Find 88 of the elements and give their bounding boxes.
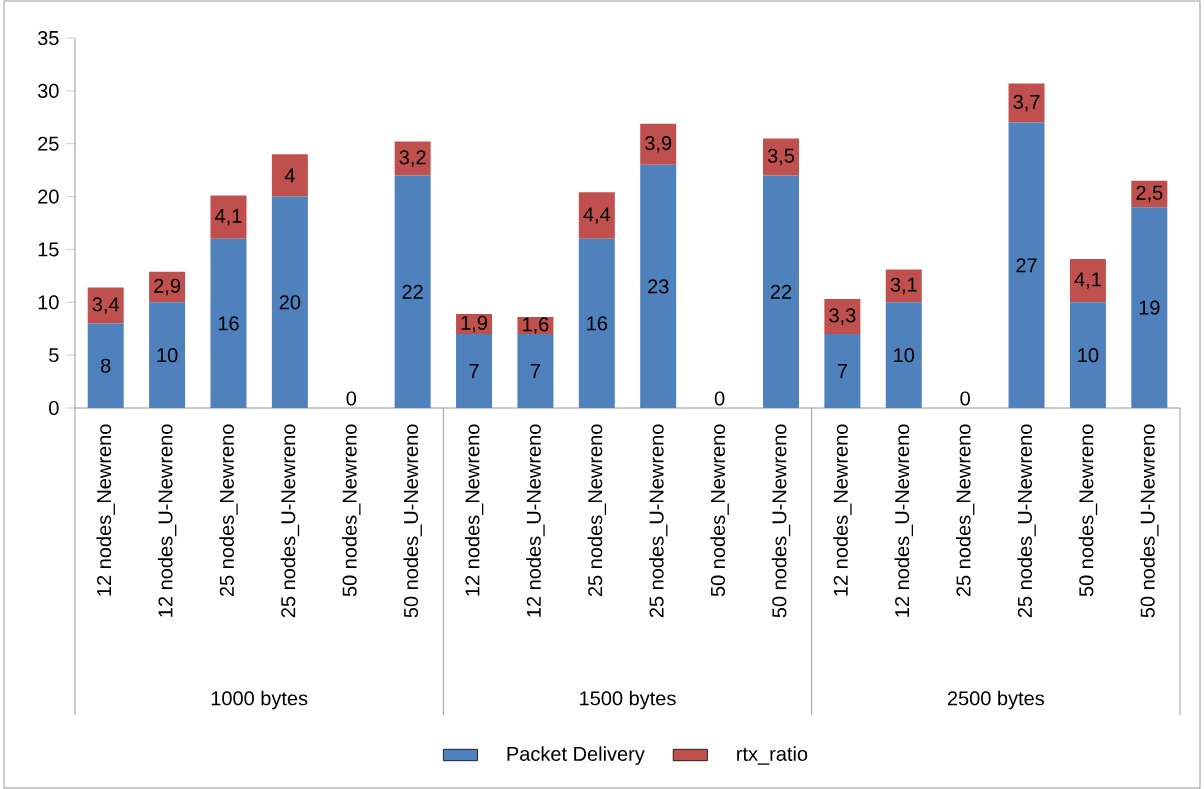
bar [640, 164, 677, 408]
x-tick-label: 25 nodes_U-Newreno [648, 424, 668, 618]
bar [824, 299, 861, 334]
data-label: 4,1 [1074, 272, 1101, 289]
x-tick-label: 50 nodes_U-Newreno [771, 424, 791, 618]
data-label: 4 [284, 168, 295, 183]
bar [1008, 122, 1045, 408]
data-label: 22 [770, 284, 792, 299]
y-tick-label: 15 [38, 242, 59, 257]
bar [578, 192, 615, 239]
bar [1069, 258, 1106, 303]
x-tick-label: 12 nodes_Newreno [833, 424, 852, 596]
bar [578, 238, 615, 408]
data-label: 2,9 [154, 278, 181, 296]
text: 1500 bytes [580, 690, 676, 710]
y-tick-label: 5 [49, 348, 59, 363]
data-label: 0 [346, 391, 357, 406]
x-tick-label: 25 nodes_Newreno [219, 424, 238, 597]
bar [210, 195, 247, 239]
x-tick-label: 12 nodes_U-Newreno [894, 424, 913, 617]
data-label: 0 [714, 391, 725, 406]
data-label: 3,1 [890, 277, 917, 295]
bar [87, 287, 124, 324]
bar [271, 154, 308, 197]
x-tick-label: 50 nodes_U-Newreno [1140, 424, 1159, 618]
y-tick-label: 20 [38, 189, 59, 204]
data-label: 4,4 [583, 207, 611, 224]
data-label: 3,2 [399, 150, 426, 167]
data-label: 4,1 [215, 209, 242, 226]
data-label: 19 [1139, 300, 1160, 315]
x-tick-label: 12 nodes_Newreno [96, 424, 115, 596]
bar [762, 138, 799, 176]
data-label: 1,9 [461, 315, 488, 333]
data-label: 27 [1016, 258, 1037, 273]
data-label: 16 [587, 316, 608, 331]
data-label: 2,5 [1136, 185, 1163, 203]
bar [210, 238, 247, 408]
data-label: 8 [101, 358, 111, 373]
x-tick-label: 50 nodes_Newreno [342, 424, 361, 597]
text: 1000 bytes [211, 690, 308, 710]
x-tick-label: 25 nodes_U-Newreno [280, 424, 300, 618]
data-label: 7 [837, 364, 847, 378]
legend-label: Packet Delivery [507, 746, 645, 765]
bar [517, 334, 554, 408]
data-label: 3,5 [767, 148, 795, 166]
bar [149, 302, 186, 408]
data-label: 3,9 [645, 135, 672, 153]
bar [271, 196, 308, 408]
data-label: 0 [960, 391, 970, 406]
x-tick-label: 25 nodes_Newreno [587, 424, 607, 597]
data-label: 22 [402, 284, 423, 299]
bar [1008, 83, 1045, 123]
x-tick-label: 25 nodes_U-Newreno [1017, 424, 1036, 618]
data-label: 10 [1078, 348, 1099, 363]
x-tick-label: 50 nodes_U-Newreno [403, 424, 422, 618]
data-label: 3,4 [92, 297, 120, 314]
x-tick-label: 12 nodes_U-Newreno [157, 424, 177, 617]
text: 2500 bytes [947, 690, 1045, 710]
bar [885, 302, 922, 408]
x-tick-label: 12 nodes_Newreno [464, 424, 484, 596]
data-label: 20 [279, 295, 301, 310]
data-label: 3,3 [829, 308, 856, 325]
data-label: 23 [648, 279, 669, 294]
x-tick-label: 25 nodes_Newreno [955, 424, 975, 597]
y-tick-label: 35 [37, 30, 59, 46]
legend-label: rtx_ratio [737, 746, 808, 765]
data-label: 3,7 [1013, 94, 1040, 112]
data-label: 10 [157, 348, 178, 363]
y-tick-label: 25 [38, 136, 59, 151]
data-label: 16 [218, 316, 239, 331]
x-tick-label: 50 nodes_Newreno [1078, 424, 1098, 597]
bar [1131, 207, 1168, 408]
x-tick-label: 50 nodes_Newreno [710, 424, 729, 597]
bar [456, 334, 493, 408]
bar [824, 334, 861, 408]
bar [394, 175, 431, 408]
data-label: 1,6 [523, 317, 549, 334]
bar [640, 123, 677, 165]
bar [762, 175, 799, 408]
data-label: 7 [469, 364, 479, 378]
bar [1069, 302, 1106, 408]
data-label: 7 [530, 364, 540, 378]
x-tick-label: 12 nodes_U-Newreno [526, 424, 545, 617]
bar [87, 323, 124, 408]
data-label: 10 [894, 348, 915, 363]
y-tick-label: 10 [38, 295, 59, 310]
y-tick-label: 30 [37, 83, 59, 98]
y-tick-label: 0 [49, 400, 59, 416]
